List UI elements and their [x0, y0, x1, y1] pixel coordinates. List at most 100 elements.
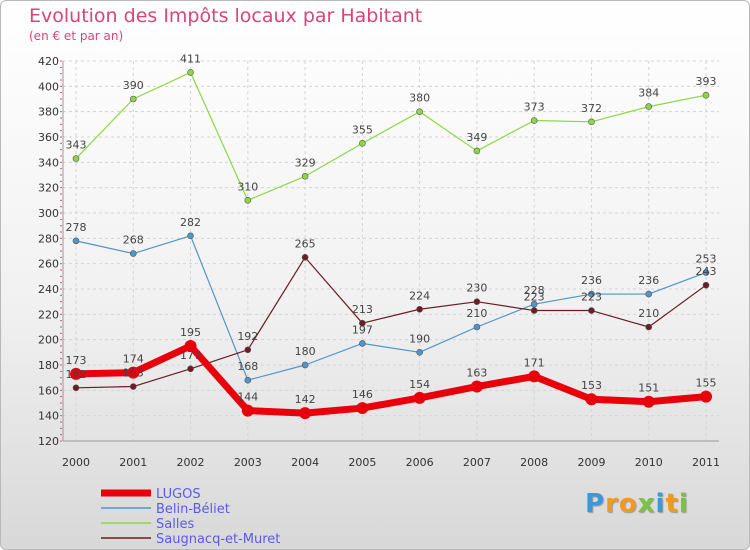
x-tick-label: 2006 [406, 456, 434, 469]
data-point [72, 237, 80, 245]
data-label: 177 [180, 349, 201, 362]
data-label: 228 [524, 284, 545, 297]
data-label: 151 [638, 382, 659, 395]
data-point [72, 155, 80, 162]
y-tick-label: 240 [38, 283, 59, 296]
series-line-2 [75, 71, 707, 201]
data-label: 393 [696, 75, 717, 88]
data-point [129, 250, 137, 257]
data-point [416, 108, 423, 115]
data-point [72, 384, 80, 392]
x-tick-label: 2003 [234, 456, 262, 469]
data-label: 253 [696, 253, 717, 266]
data-point [187, 232, 194, 240]
data-label: 310 [237, 180, 258, 193]
data-label: 142 [295, 393, 316, 406]
data-label: 343 [66, 139, 87, 152]
data-point [356, 402, 369, 415]
x-tick-label: 2002 [177, 456, 205, 469]
data-label: 282 [180, 216, 201, 229]
logo-letter: o [618, 489, 638, 519]
data-label: 174 [123, 353, 144, 366]
data-point [645, 323, 653, 331]
data-point [642, 395, 655, 408]
data-point [530, 117, 538, 124]
logo-letter: i [678, 489, 689, 519]
y-tick-label: 200 [38, 334, 59, 347]
y-tick-label: 320 [38, 182, 59, 195]
data-point [187, 365, 194, 373]
data-point [473, 298, 481, 305]
data-point [473, 323, 481, 331]
data-point [588, 307, 595, 314]
data-label: 168 [237, 360, 258, 373]
data-label: 373 [524, 101, 545, 114]
data-label: 197 [352, 323, 373, 336]
data-label: 372 [581, 102, 602, 115]
data-label: 223 [524, 291, 545, 304]
data-point [416, 305, 423, 313]
chart-title: Evolution des Impôts locaux par Habitant [29, 5, 423, 27]
y-tick-label: 160 [38, 384, 59, 397]
data-point [359, 140, 366, 147]
data-label: 210 [466, 307, 487, 320]
data-label: 349 [466, 131, 487, 144]
data-label: 265 [295, 237, 316, 250]
logo-letter: r [605, 489, 619, 519]
data-label: 180 [295, 345, 316, 358]
x-tick-label: 2010 [635, 456, 663, 469]
data-label: 390 [123, 79, 144, 92]
data-label: 384 [638, 87, 659, 100]
data-label: 268 [123, 234, 144, 247]
y-tick-label: 400 [38, 80, 59, 93]
data-point [530, 300, 538, 308]
chart-subtitle: (en € et par an) [29, 29, 124, 43]
legend-label: LUGOS [156, 487, 201, 502]
data-point [187, 69, 194, 76]
data-label: 230 [466, 282, 487, 295]
data-label: 144 [237, 391, 258, 404]
data-label: 355 [352, 123, 373, 136]
data-point [244, 376, 252, 384]
data-label: 224 [409, 289, 430, 302]
data-label: 380 [409, 92, 430, 105]
y-tick-label: 280 [38, 232, 59, 245]
data-label: 223 [581, 291, 602, 304]
series-line-3 [75, 256, 707, 389]
data-point [129, 383, 137, 390]
x-tick-label: 2011 [692, 456, 720, 469]
data-point [588, 118, 595, 126]
data-point [299, 407, 312, 420]
data-point [470, 380, 483, 393]
x-tick-label: 2005 [348, 456, 376, 469]
data-point [413, 391, 426, 404]
data-point [301, 172, 309, 180]
data-label: 195 [180, 326, 201, 339]
x-tick-label: 2004 [291, 456, 319, 469]
y-tick-label: 220 [38, 308, 59, 321]
y-tick-label: 380 [38, 106, 59, 119]
data-point [702, 281, 710, 289]
x-tick-label: 2000 [62, 456, 90, 469]
data-label: 171 [524, 356, 545, 369]
series-line-1 [75, 235, 707, 381]
data-label: 236 [638, 274, 659, 287]
data-label: 210 [638, 307, 659, 320]
y-tick-label: 260 [38, 258, 59, 271]
data-point [700, 390, 712, 403]
logo-letter: P [585, 489, 606, 519]
data-point [70, 367, 82, 380]
legend-label: Saugnacq-et-Muret [156, 532, 280, 547]
data-label: 190 [409, 332, 430, 345]
y-tick-label: 120 [38, 435, 59, 448]
y-tick-label: 300 [38, 207, 59, 220]
data-point [244, 346, 252, 354]
logo-letter: i [655, 489, 666, 519]
data-point [702, 91, 710, 99]
data-label: 236 [581, 274, 602, 287]
x-tick-label: 2008 [520, 456, 548, 469]
data-point [473, 147, 481, 155]
data-label: 173 [66, 354, 87, 367]
data-point [241, 404, 254, 417]
